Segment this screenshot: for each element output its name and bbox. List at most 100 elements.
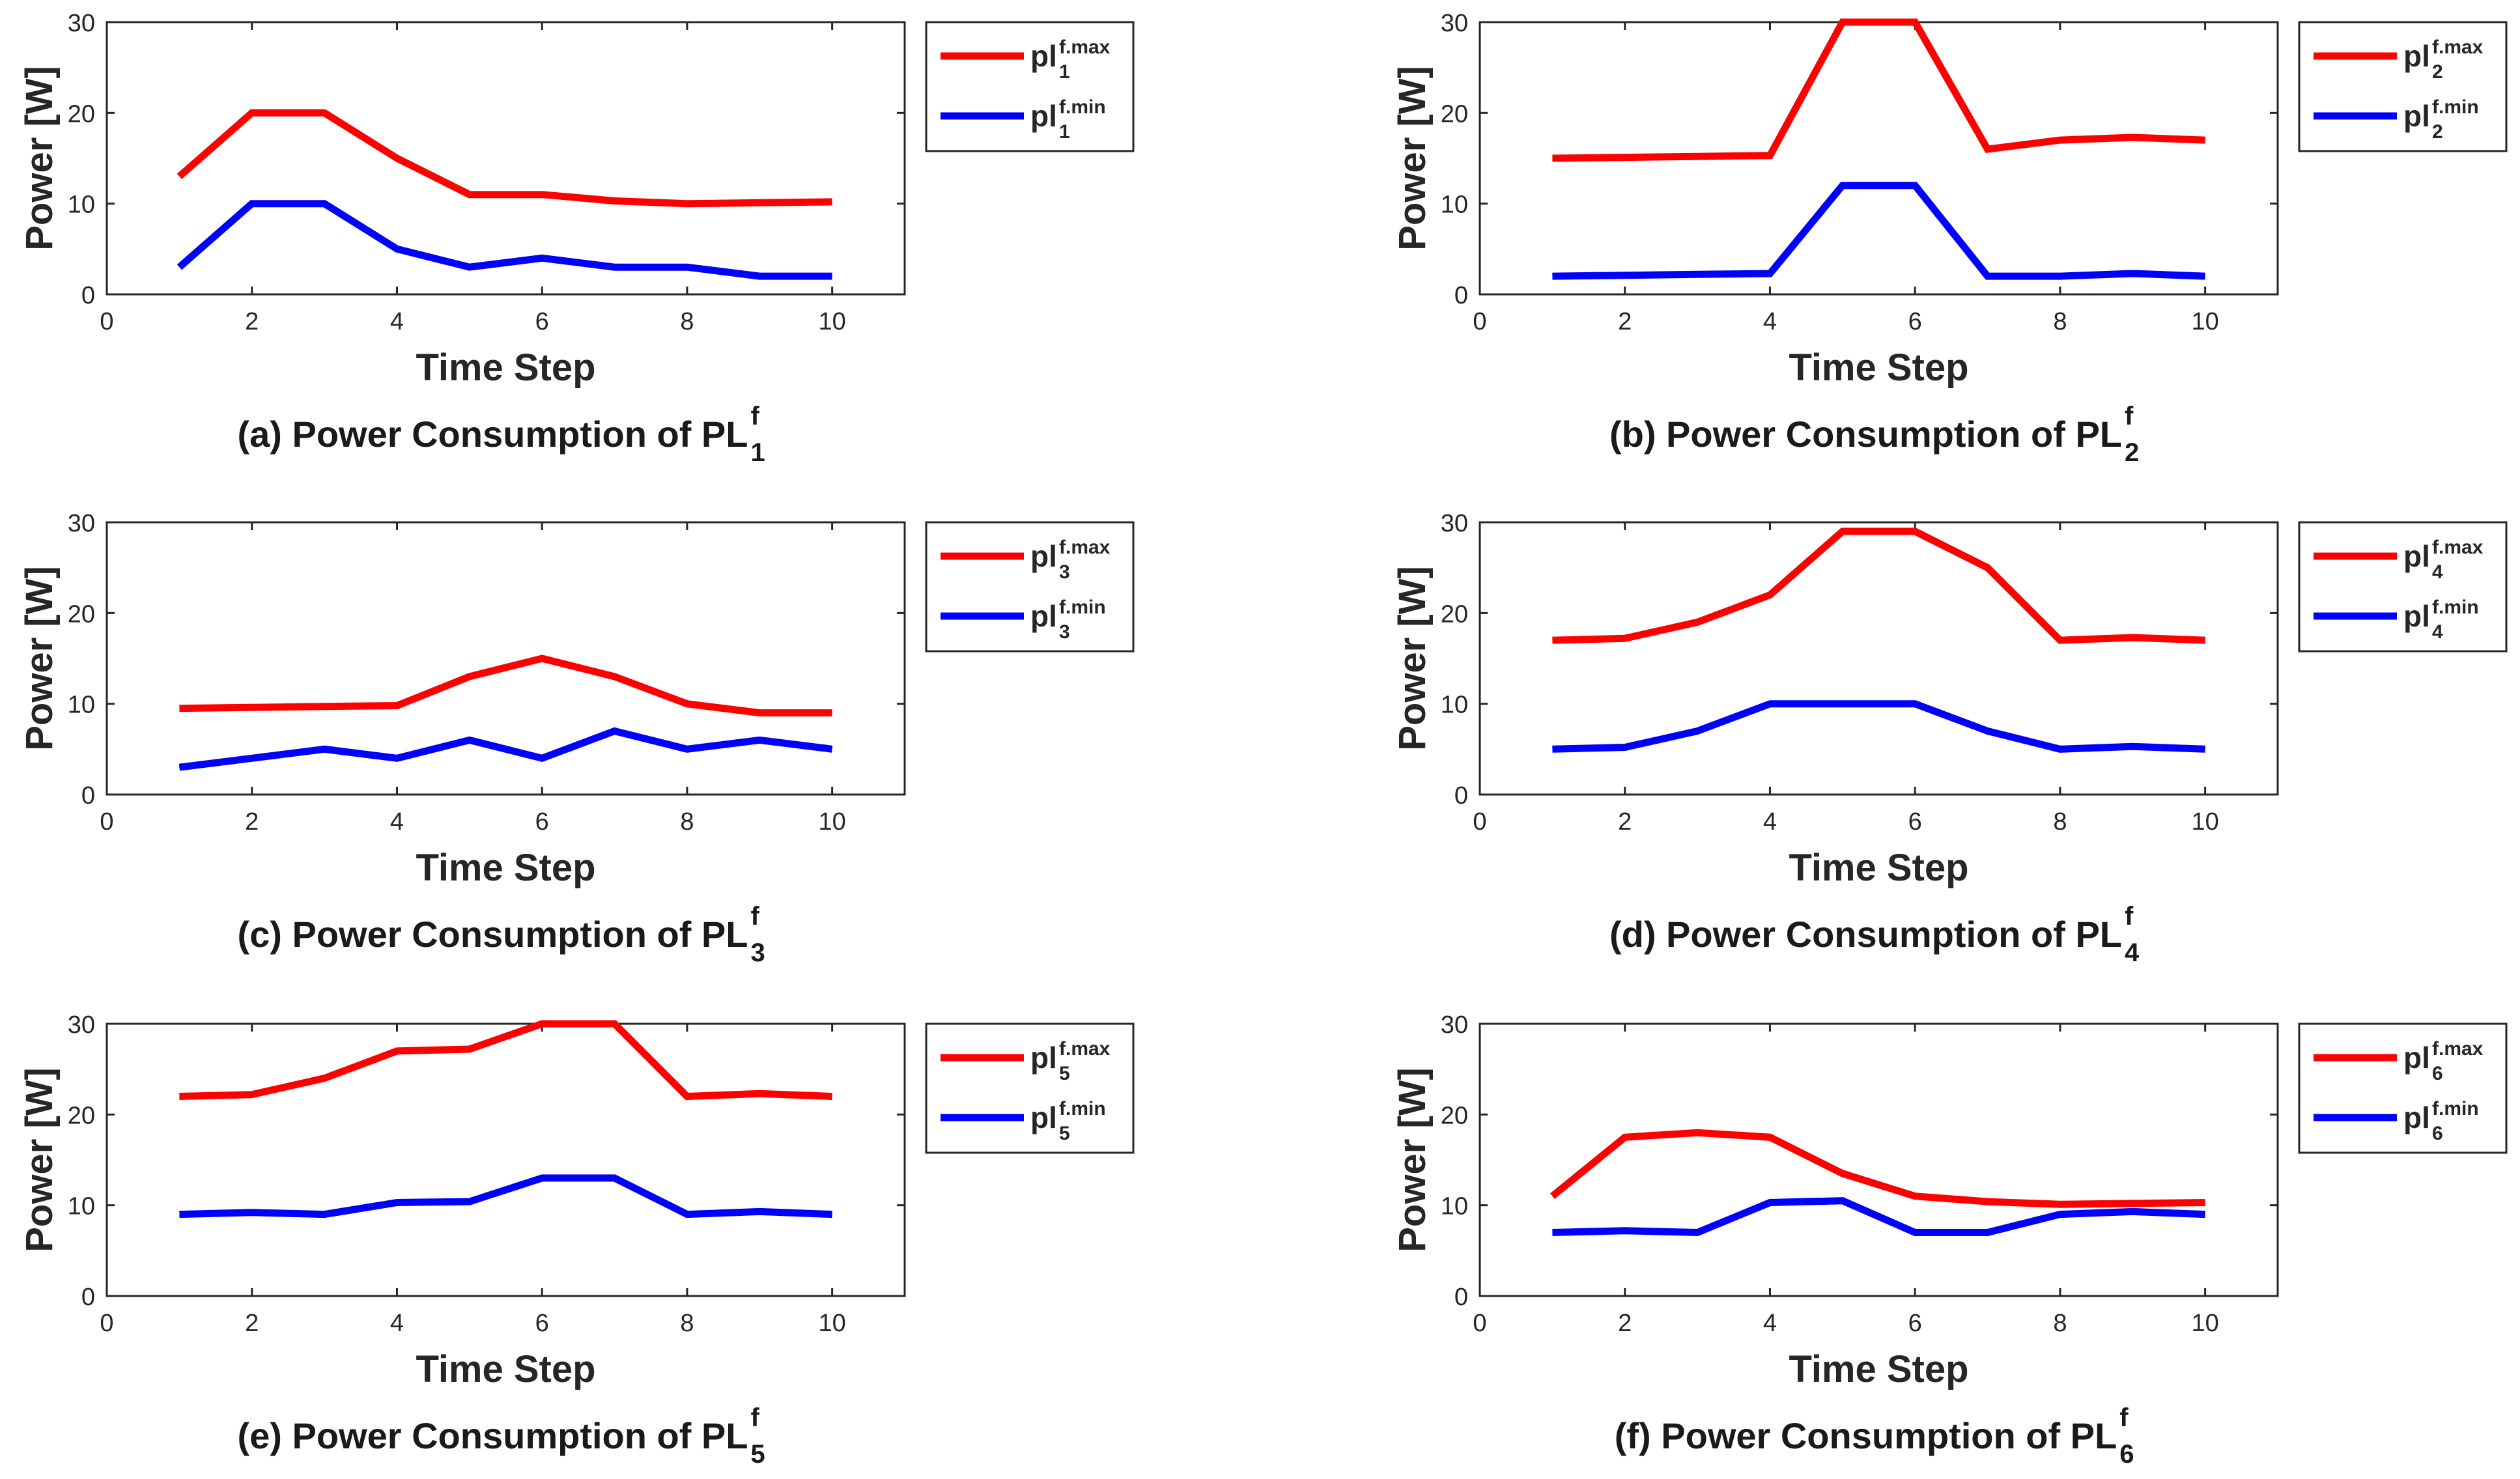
- data-point-max: [2059, 639, 2061, 641]
- data-point-max: [251, 706, 253, 709]
- axes-box: [106, 521, 906, 796]
- legend-box: [2298, 21, 2508, 152]
- series-line-max: [1552, 528, 2205, 644]
- x-axis-label: Time Step: [416, 346, 595, 389]
- legend-sub-min: 1: [1059, 121, 1070, 143]
- data-point-min: [2204, 748, 2207, 750]
- data-point-min: [758, 739, 761, 741]
- y-tick-label: 20: [1441, 1102, 1468, 1129]
- x-tick-label: 8: [680, 1310, 694, 1337]
- data-point-max: [758, 712, 761, 714]
- data-point-max: [323, 111, 326, 114]
- series-line-max: [1550, 1129, 2205, 1208]
- data-point-min: [1987, 275, 1989, 277]
- x-tick-label: 0: [100, 308, 113, 335]
- legend-box: [2298, 521, 2508, 653]
- data-point-max: [1551, 1195, 1553, 1198]
- data-point-min: [2131, 1210, 2134, 1213]
- x-tick-label: 2: [1618, 808, 1632, 836]
- data-point-max: [614, 675, 616, 678]
- data-point-min: [541, 757, 543, 759]
- x-tick-label: 0: [1473, 808, 1486, 836]
- x-tick-label: 4: [390, 1310, 404, 1337]
- data-point-max: [1551, 157, 1553, 160]
- data-point-min: [468, 266, 471, 268]
- data-point-min: [323, 748, 326, 750]
- caption: (d) Power Consumption of PL: [1609, 914, 2122, 955]
- data-point-max: [1987, 148, 1989, 150]
- legend-sub-max: 4: [2432, 561, 2443, 583]
- data-point-max: [1914, 21, 1916, 23]
- data-point-max: [1914, 530, 1916, 533]
- data-point-min: [178, 1213, 180, 1216]
- y-tick-label: 30: [1441, 510, 1468, 537]
- data-point-min: [323, 203, 326, 205]
- x-axis-label: Time Step: [1789, 847, 1968, 889]
- data-point-min: [1696, 1231, 1699, 1233]
- data-point-max: [686, 703, 688, 705]
- legend-label-max: pl: [1030, 39, 1057, 73]
- data-point-min: [1987, 729, 1989, 732]
- x-tick-label: 2: [245, 808, 259, 836]
- data-point-min: [1987, 1231, 1989, 1233]
- y-tick-label: 30: [68, 510, 95, 537]
- axes-box: [1479, 1022, 2279, 1297]
- legend-label-max: pl: [2403, 39, 2430, 73]
- x-tick-label: 4: [390, 808, 404, 836]
- x-tick-label: 8: [2053, 808, 2067, 836]
- data-point-max: [541, 657, 543, 660]
- legend-sup-min: f.min: [1059, 96, 1106, 118]
- data-point-min: [2204, 1213, 2207, 1216]
- data-point-min: [831, 748, 834, 750]
- legend-sup-max: f.max: [1059, 36, 1111, 58]
- caption-sup: f: [750, 402, 759, 430]
- series-line-min: [1552, 1197, 2205, 1237]
- data-point-max: [1624, 637, 1626, 640]
- y-tick-label: 10: [1441, 1193, 1468, 1220]
- legend-label-max: pl: [1030, 1041, 1057, 1075]
- legend-box: [925, 521, 1135, 653]
- data-point-min: [1768, 1201, 1771, 1204]
- y-axis-label: Power [W]: [18, 566, 61, 751]
- data-point-min: [541, 257, 543, 259]
- legend-box: [2298, 1022, 2508, 1154]
- x-axis-label: Time Step: [416, 1348, 595, 1390]
- data-point-min: [1914, 184, 1916, 187]
- data-point-max: [758, 1092, 761, 1095]
- legend-sup-min: f.min: [2432, 597, 2479, 618]
- data-point-min: [1768, 272, 1771, 275]
- data-point-min: [468, 1200, 471, 1203]
- series-line-max: [179, 655, 832, 717]
- data-point-min: [468, 739, 471, 741]
- data-point-max: [2131, 636, 2134, 639]
- x-axis-label: Time Step: [416, 847, 595, 889]
- data-point-max: [1987, 567, 1989, 569]
- data-point-min: [686, 1213, 688, 1216]
- series-line-min: [178, 727, 833, 771]
- data-point-min: [1914, 1231, 1916, 1233]
- y-tick-label: 20: [68, 600, 95, 628]
- data-point-max: [2131, 1202, 2134, 1205]
- x-tick-label: 6: [535, 1310, 549, 1337]
- data-point-max: [323, 705, 326, 708]
- data-point-min: [178, 266, 180, 268]
- data-point-min: [178, 766, 180, 768]
- x-tick-label: 8: [2053, 308, 2067, 335]
- y-axis-label: Power [W]: [1391, 66, 1434, 251]
- x-tick-label: 10: [2191, 808, 2218, 836]
- legend-sub-max: 6: [2432, 1063, 2443, 1084]
- x-tick-label: 0: [100, 808, 113, 836]
- data-point-max: [323, 1077, 326, 1080]
- y-tick-label: 0: [1454, 1284, 1468, 1311]
- series-line-max: [1552, 18, 2205, 162]
- data-point-max: [2059, 139, 2061, 141]
- data-point-min: [251, 757, 253, 759]
- legend-sub-min: 5: [1059, 1123, 1070, 1144]
- data-point-max: [2204, 1201, 2207, 1204]
- data-point-max: [178, 1095, 180, 1097]
